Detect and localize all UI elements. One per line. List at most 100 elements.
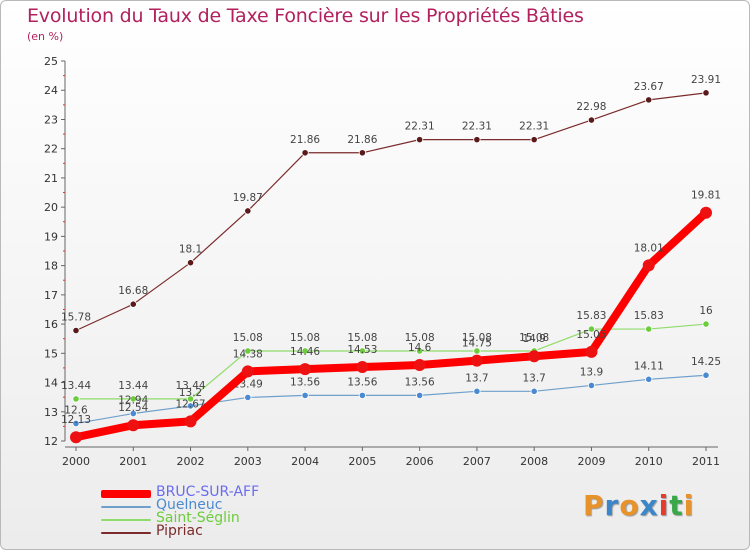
data-label: 13.2 (179, 387, 202, 399)
y-tick-label: 24 (44, 84, 58, 97)
data-label: 15.08 (233, 332, 263, 344)
data-point (587, 325, 596, 333)
data-point (186, 402, 195, 410)
legend-swatch (101, 490, 151, 498)
data-point (530, 387, 538, 395)
data-point (127, 419, 140, 432)
data-label: 13.56 (347, 376, 377, 388)
data-label: 21.86 (347, 134, 377, 146)
y-tick-label: 14 (44, 377, 58, 390)
chart-title: Evolution du Taux de Taxe Foncière sur l… (27, 5, 584, 27)
x-tick-label: 2004 (291, 455, 319, 468)
x-tick-label: 2000 (62, 455, 90, 468)
data-point (358, 347, 366, 355)
data-label: 15.78 (61, 312, 91, 324)
x-tick-label: 2001 (119, 455, 147, 468)
legend-label: Saint-Séglin (156, 510, 240, 526)
y-tick-label: 20 (44, 201, 58, 214)
data-label: 14.75 (462, 338, 492, 350)
data-point (645, 375, 653, 383)
data-point (416, 347, 424, 355)
series-line-Pipriac (75, 92, 707, 332)
data-point (244, 347, 252, 355)
data-label: 22.98 (576, 101, 606, 113)
data-label: 13.9 (580, 366, 603, 378)
series-line-BRUC-SUR-AFF (72, 208, 710, 442)
y-tick-label: 23 (44, 113, 58, 126)
data-point (186, 259, 195, 267)
data-point (702, 89, 710, 97)
data-point (184, 415, 197, 428)
data-label: 15.08 (405, 332, 435, 344)
data-point (72, 326, 80, 335)
data-point (530, 136, 538, 144)
data-label: 16 (699, 305, 713, 317)
y-tick-label: 17 (44, 289, 58, 302)
data-label: 14.38 (233, 348, 263, 360)
data-label: 23.91 (691, 74, 721, 86)
data-label: 13.7 (522, 372, 545, 384)
data-label: 15.08 (347, 332, 377, 344)
data-point (301, 391, 309, 399)
y-tick-label: 16 (44, 318, 58, 331)
y-tick-label: 13 (44, 406, 58, 419)
legend-item: Quelneuc (101, 497, 361, 513)
x-tick-label: 2007 (463, 455, 491, 468)
data-label: 15.08 (462, 332, 492, 344)
data-point (473, 347, 481, 355)
data-label: 18.01 (634, 242, 664, 254)
y-tick-label: 21 (44, 172, 58, 185)
data-point (416, 136, 424, 144)
data-label: 18.1 (179, 244, 202, 256)
legend-item: Saint-Séglin (101, 510, 361, 526)
data-point (358, 391, 366, 399)
x-tick-label: 2006 (406, 455, 434, 468)
data-point (645, 96, 653, 104)
data-point (358, 149, 366, 157)
data-label: 15.08 (290, 332, 320, 344)
data-label: 12.67 (176, 398, 206, 410)
x-tick-label: 2010 (635, 455, 663, 468)
proxiti-logo: Proxiti (583, 489, 695, 522)
data-point (301, 149, 309, 157)
data-point (72, 395, 80, 403)
data-point (129, 395, 137, 403)
data-point (473, 136, 481, 144)
legend-item: BRUC-SUR-AFF (101, 484, 361, 500)
data-label: 15.08 (519, 332, 549, 344)
data-point (645, 325, 653, 333)
legend-swatch (101, 506, 151, 508)
x-tick-label: 2005 (348, 455, 376, 468)
series-line-Quelneuc (75, 374, 707, 425)
data-label: 21.86 (290, 134, 320, 146)
data-point (700, 206, 712, 219)
data-point (244, 393, 252, 402)
data-label: 15.83 (576, 310, 606, 322)
y-tick-label: 22 (44, 143, 58, 156)
data-label: 14.11 (634, 360, 664, 372)
data-label: 12.94 (118, 395, 148, 407)
y-tick-label: 12 (44, 435, 58, 448)
legend-label: Pipriac (156, 523, 203, 539)
data-label: 14.46 (290, 346, 320, 358)
data-point (587, 381, 596, 390)
data-point (299, 363, 312, 376)
y-tick-label: 25 (44, 55, 58, 68)
series-line-Saint-Séglin (75, 323, 707, 400)
data-point (416, 391, 424, 399)
data-label: 14.6 (408, 342, 432, 354)
y-tick-label: 18 (44, 260, 58, 273)
data-point (301, 347, 309, 355)
legend-label: Quelneuc (156, 497, 223, 513)
data-label: 22.31 (405, 121, 435, 133)
data-label: 19.81 (691, 190, 721, 202)
data-label: 13.56 (405, 376, 435, 388)
data-point (702, 371, 710, 379)
data-label: 13.56 (290, 376, 320, 388)
legend-swatch (101, 532, 151, 534)
data-label: 14.9 (522, 333, 545, 345)
chart-subtitle: (en %) (27, 30, 64, 43)
data-label: 13.7 (465, 372, 488, 384)
data-label: 22.31 (519, 121, 549, 133)
